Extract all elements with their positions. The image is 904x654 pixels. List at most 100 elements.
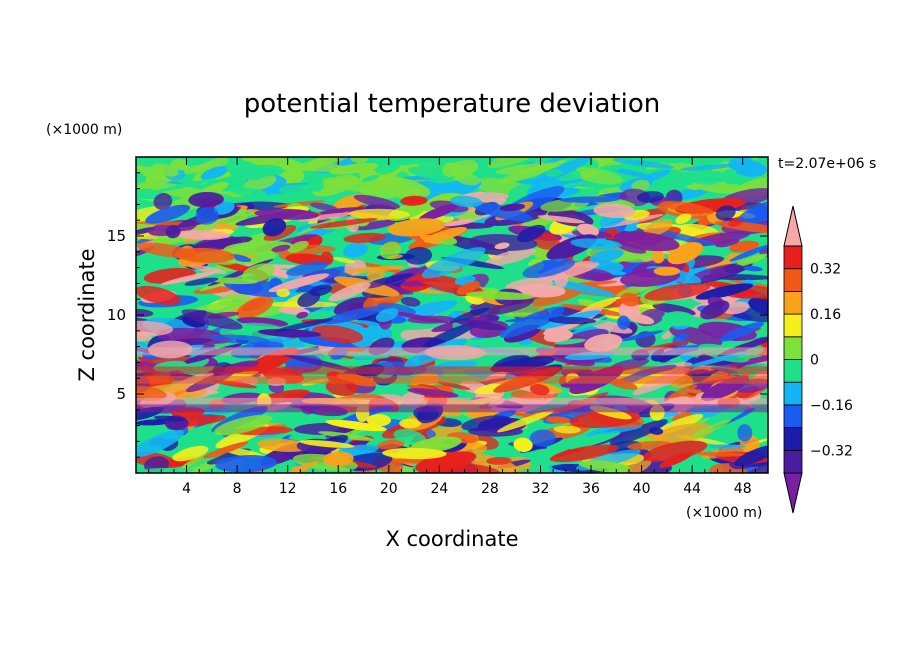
contour-blob — [174, 230, 231, 240]
colorbar-bin — [783, 268, 803, 292]
contour-blob — [695, 283, 754, 300]
contour-blob — [202, 441, 249, 459]
contour-blob — [418, 203, 459, 222]
contour-blob — [735, 253, 768, 267]
x-tick-label: 4 — [182, 481, 191, 497]
contour-blob — [570, 238, 622, 250]
colorbar-bin — [783, 359, 803, 383]
contour-blob — [682, 170, 720, 185]
contour-blob — [499, 203, 526, 212]
contour-blob — [382, 447, 447, 460]
contour-blob — [484, 248, 536, 267]
x-tick-label: 20 — [380, 481, 398, 497]
contour-blob — [165, 224, 181, 239]
contour-blob — [631, 179, 650, 192]
contour-blob — [170, 158, 189, 171]
contour-blob — [377, 439, 406, 450]
colorbar-bin — [783, 245, 803, 270]
colorbar-bin — [783, 427, 803, 451]
contour-blob — [537, 215, 585, 224]
contour-blob — [627, 313, 655, 325]
contour-blob — [322, 306, 385, 325]
contour-blob — [215, 157, 229, 168]
colorbar-tick-label: 0.32 — [810, 262, 841, 278]
y-unit-label: (×1000 m) — [46, 122, 122, 138]
contour-blob — [136, 285, 181, 305]
contour-blob — [617, 243, 647, 254]
x-tick-label: 36 — [582, 481, 600, 497]
contour-blob — [393, 429, 427, 446]
plot-area — [136, 157, 768, 473]
contour-blob — [653, 423, 714, 444]
contour-stratum — [136, 347, 768, 356]
contour-blob — [268, 273, 330, 293]
contour-blob — [229, 187, 267, 197]
x-tick-label: 16 — [329, 481, 347, 497]
contour-blob — [545, 169, 562, 178]
contour-blob — [612, 158, 675, 169]
contour-blob — [669, 325, 723, 347]
contour-blob — [257, 328, 322, 338]
colorbar-bin — [783, 313, 803, 338]
contour-blob — [136, 157, 170, 168]
contour-blob — [407, 166, 455, 180]
contour-blob — [399, 418, 422, 429]
contour-blob — [486, 456, 512, 465]
contour-stratum — [136, 375, 768, 384]
contour-blob — [153, 193, 173, 210]
contour-blob — [274, 318, 333, 332]
contour-blob — [532, 285, 587, 307]
contour-blob — [442, 162, 459, 177]
y-tick-label: 10 — [107, 306, 126, 324]
colorbar-extend-high — [783, 205, 803, 247]
contour-blob — [343, 265, 406, 273]
contour-blob — [719, 321, 765, 342]
contour-blob — [724, 177, 753, 185]
contour-blob — [373, 175, 431, 198]
contour-blob — [494, 242, 510, 250]
contour-blob — [643, 440, 708, 462]
contour-stratum — [136, 366, 768, 375]
contour-blob — [584, 333, 623, 352]
contour-blob — [236, 296, 274, 319]
contour-blob — [456, 280, 480, 295]
x-axis-label: X coordinate — [385, 527, 518, 551]
contour-blob — [379, 241, 401, 259]
contour-blob — [487, 157, 536, 168]
contour-blob — [667, 242, 704, 265]
contour-blob — [532, 232, 560, 250]
contour-blob — [643, 218, 673, 237]
contour-blob — [377, 302, 416, 315]
contour-blob — [669, 384, 698, 399]
contour-blob — [543, 330, 574, 343]
contour-blob — [477, 157, 493, 175]
colorbar-tick-label: −0.32 — [810, 443, 853, 459]
contour-blob — [516, 224, 546, 243]
contour-blob — [729, 240, 760, 253]
contour-blob — [328, 282, 371, 302]
contour-blob — [218, 293, 251, 308]
contour-blob — [309, 218, 378, 229]
contour-blob — [361, 174, 380, 182]
contour-blob — [323, 451, 354, 467]
contour-blob — [400, 195, 428, 206]
colorbar-bin — [783, 381, 803, 406]
contour-blob — [461, 415, 512, 432]
contour-blob — [213, 414, 273, 436]
contour-blob — [602, 214, 664, 228]
contour-blob — [422, 322, 476, 348]
contour-blob — [454, 318, 507, 331]
contour-blob — [350, 157, 369, 164]
contour-blob — [728, 157, 754, 171]
contour-blob — [465, 291, 534, 300]
contour-blob — [230, 164, 283, 179]
contour-blob — [729, 244, 768, 262]
contour-blob — [730, 353, 768, 367]
contour-blob — [686, 184, 700, 191]
contour-blob — [472, 202, 533, 222]
contour-blob — [349, 208, 410, 220]
contour-blob — [648, 427, 664, 435]
contour-blob — [136, 320, 174, 337]
contour-blob — [562, 318, 613, 332]
